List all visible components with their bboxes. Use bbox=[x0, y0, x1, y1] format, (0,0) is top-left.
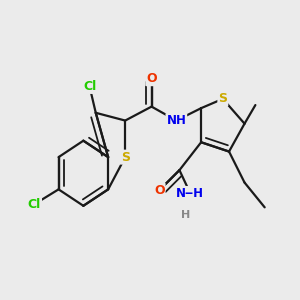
Text: N‒H: N‒H bbox=[176, 187, 204, 200]
Text: S: S bbox=[218, 92, 227, 105]
Text: O: O bbox=[154, 184, 165, 197]
Text: Cl: Cl bbox=[28, 198, 41, 211]
Text: H: H bbox=[181, 210, 190, 220]
Text: Cl: Cl bbox=[83, 80, 96, 93]
Text: NH: NH bbox=[167, 114, 186, 127]
Text: O: O bbox=[146, 72, 157, 85]
Text: S: S bbox=[121, 151, 130, 164]
